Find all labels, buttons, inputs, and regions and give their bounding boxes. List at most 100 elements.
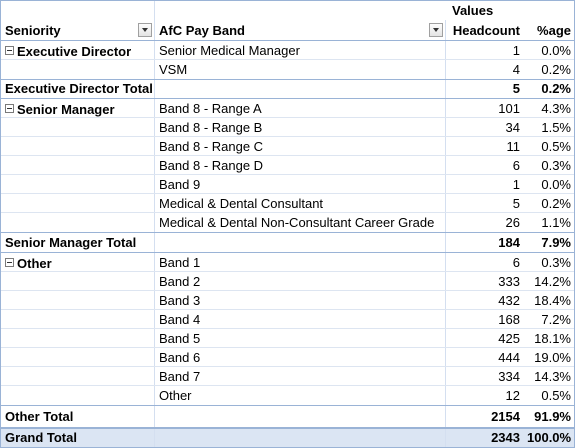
payband-cell: Band 7 (155, 367, 446, 385)
collapse-icon[interactable] (5, 258, 14, 268)
payband-cell: Band 8 - Range A (155, 99, 446, 117)
collapse-icon[interactable] (5, 104, 14, 114)
pct-cell: 0.0% (541, 43, 571, 58)
headcount-cell: 334 (498, 369, 520, 384)
pct-cell: 0.5% (541, 388, 571, 403)
payband-cell: Band 9 (155, 175, 446, 193)
subtotal-pct: 0.2% (541, 81, 571, 96)
pct-cell: 0.5% (541, 139, 571, 154)
headcount-cell: 168 (498, 312, 520, 327)
group-label-other: Other (1, 253, 155, 271)
payband-filter-dropdown-icon[interactable] (429, 23, 443, 37)
seniority-filter-dropdown-icon[interactable] (138, 23, 152, 37)
payband-cell: Band 1 (155, 253, 446, 271)
pct-cell: 0.2% (541, 196, 571, 211)
subtotal-label: Other Total (1, 406, 155, 427)
headcount-cell: 425 (498, 331, 520, 346)
group-label-senior-manager: Senior Manager (1, 99, 155, 117)
group-spacer (1, 291, 155, 309)
seniority-header: Seniority (1, 20, 155, 40)
pct-cell: 7.2% (541, 312, 571, 327)
pct-cell: 4.3% (541, 101, 571, 116)
group-spacer (1, 156, 155, 174)
subtotal-label: Senior Manager Total (1, 233, 155, 252)
headcount-cell: 432 (498, 293, 520, 308)
table-row: Medical & Dental Consultant 5 0.2% (1, 194, 574, 213)
pct-cell: 0.3% (541, 255, 571, 270)
payband-cell: Band 8 - Range D (155, 156, 446, 174)
table-row: Band 9 1 0.0% (1, 175, 574, 194)
headcount-cell: 444 (498, 350, 520, 365)
headcount-cell: 6 (512, 158, 520, 173)
subtotal-row-executive-director: Executive Director Total 5 0.2% (1, 79, 574, 99)
table-row: Senior Manager Band 8 - Range A 101 4.3% (1, 99, 574, 118)
payband-cell: Senior Medical Manager (155, 41, 446, 59)
headcount-cell: 5 (512, 196, 520, 211)
grand-total-pct: 100.0% (527, 430, 572, 445)
payband-header-label: AfC Pay Band (159, 23, 245, 38)
payband-cell: Medical & Dental Consultant (155, 194, 446, 212)
group-spacer (1, 118, 155, 136)
table-row: Other 12 0.5% (1, 386, 574, 405)
table-row: Band 6 444 19.0% (1, 348, 574, 367)
subtotal-row-senior-manager: Senior Manager Total 184 7.9% (1, 232, 574, 253)
group-label-executive-director: Executive Director (1, 41, 155, 59)
table-row: Band 4 168 7.2% (1, 310, 574, 329)
headcount-cell: 34 (505, 120, 520, 135)
payband-cell: Band 8 - Range B (155, 118, 446, 136)
table-row: Band 5 425 18.1% (1, 329, 574, 348)
payband-cell: Band 4 (155, 310, 446, 328)
pct-cell: 19.0% (534, 350, 571, 365)
grand-total-label: Grand Total (1, 429, 155, 447)
payband-cell: VSM (155, 60, 446, 79)
pct-cell: 1.5% (541, 120, 571, 135)
pct-cell: 1.1% (541, 215, 571, 230)
subtotal-row-other: Other Total 2154 91.9% (1, 405, 574, 427)
grand-total-spacer (155, 429, 446, 447)
values-field-label: Values (452, 3, 494, 18)
values-spacer-1 (1, 1, 155, 20)
group-spacer (1, 213, 155, 232)
headcount-cell: 1 (512, 177, 520, 192)
values-spacer-2 (155, 1, 446, 20)
group-spacer (1, 367, 155, 385)
headcount-cell: 1 (512, 43, 520, 58)
headcount-cell: 333 (498, 274, 520, 289)
subtotal-label: Executive Director Total (1, 80, 155, 98)
group-spacer (1, 194, 155, 212)
column-header-row: Seniority AfC Pay Band Headcount %age (1, 20, 574, 41)
group-spacer (1, 175, 155, 193)
seniority-header-label: Seniority (5, 23, 61, 38)
group-spacer (1, 348, 155, 366)
table-row: Band 7 334 14.3% (1, 367, 574, 386)
collapse-icon[interactable] (5, 46, 14, 56)
subtotal-spacer (155, 233, 446, 252)
payband-cell: Band 2 (155, 272, 446, 290)
group-spacer (1, 137, 155, 155)
headcount-cell: 26 (505, 215, 520, 230)
headcount-cell: 12 (505, 388, 520, 403)
payband-cell: Band 6 (155, 348, 446, 366)
headcount-cell: 6 (512, 255, 520, 270)
headcount-cell: 101 (498, 101, 520, 116)
headcount-cell: 4 (512, 62, 520, 77)
subtotal-pct: 91.9% (534, 409, 571, 424)
subtotal-headcount: 2154 (491, 409, 520, 424)
group-spacer (1, 386, 155, 405)
pct-cell: 14.3% (534, 369, 571, 384)
subtotal-spacer (155, 406, 446, 427)
grand-total-row: Grand Total 2343 100.0% (1, 427, 574, 447)
payband-cell: Medical & Dental Non-Consultant Career G… (155, 213, 446, 232)
pct-cell: 14.2% (534, 274, 571, 289)
table-row: Band 2 333 14.2% (1, 272, 574, 291)
pct-cell: 18.1% (534, 331, 571, 346)
values-header-row: Values (1, 1, 574, 20)
pct-header: %age (537, 23, 571, 38)
group-spacer (1, 272, 155, 290)
table-row: Band 8 - Range C 11 0.5% (1, 137, 574, 156)
payband-cell: Other (155, 386, 446, 405)
pct-cell: 0.0% (541, 177, 571, 192)
group-spacer (1, 60, 155, 79)
group-spacer (1, 329, 155, 347)
